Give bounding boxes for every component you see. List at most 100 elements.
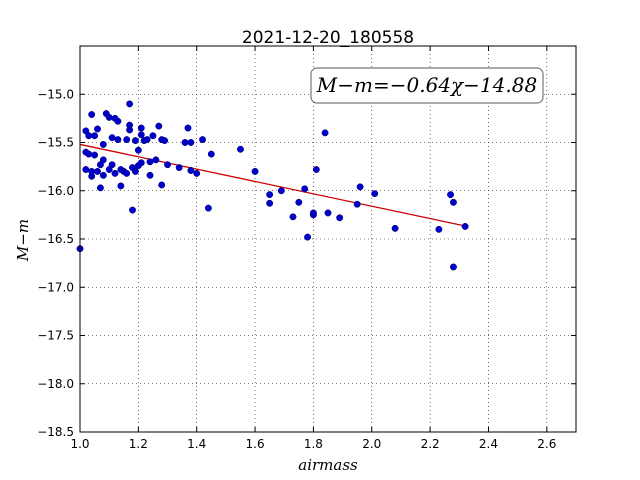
data-point <box>146 171 154 179</box>
chart-title: 2021-12-20_180558 <box>242 28 414 48</box>
data-point <box>114 136 122 144</box>
data-point <box>187 139 195 146</box>
data-point <box>105 113 113 121</box>
data-point <box>91 132 99 140</box>
data-point <box>143 136 151 144</box>
data-point <box>277 187 285 195</box>
x-tick-label: 1.6 <box>246 437 265 451</box>
data-point <box>85 132 93 140</box>
data-point <box>204 204 212 212</box>
data-point <box>123 136 131 144</box>
fit-equation-annotation: M−m=−0.64χ−14.88 <box>316 73 537 97</box>
data-point <box>96 184 104 192</box>
y-tick-label: −17.5 <box>37 329 74 343</box>
data-point <box>450 263 457 271</box>
data-point <box>450 198 457 206</box>
data-point <box>391 224 399 232</box>
data-point <box>193 169 201 177</box>
annotation-box <box>310 67 544 104</box>
data-point <box>324 209 332 217</box>
data-point <box>312 166 320 173</box>
data-point <box>371 190 379 198</box>
data-point <box>187 167 195 174</box>
data-point <box>114 117 122 125</box>
data-point <box>447 191 454 199</box>
x-tick-label: 1.2 <box>129 437 148 451</box>
fit-line-group <box>79 143 466 227</box>
data-point <box>181 139 189 146</box>
data-point <box>137 124 145 132</box>
data-point <box>266 191 274 199</box>
data-point <box>111 169 119 177</box>
data-point <box>237 145 244 153</box>
data-point <box>301 185 309 193</box>
y-tick-label: −15.0 <box>37 87 74 101</box>
data-point <box>161 137 169 145</box>
data-point <box>152 156 160 164</box>
y-tick-label: −18.5 <box>37 425 74 439</box>
data-point <box>88 172 96 180</box>
data-point <box>108 161 116 169</box>
data-point <box>461 223 469 230</box>
x-tick-label: 1.4 <box>187 437 206 451</box>
data-point <box>155 122 163 130</box>
data-point <box>99 171 107 179</box>
data-point <box>295 198 303 206</box>
data-point <box>126 126 134 134</box>
data-point <box>88 111 96 118</box>
data-point <box>304 233 312 241</box>
y-tick-label: −18.0 <box>37 377 74 391</box>
data-point <box>123 169 131 177</box>
x-tick-label: 1.8 <box>304 437 323 451</box>
data-point <box>353 200 361 208</box>
data-point <box>435 225 443 233</box>
x-axis-label: airmass <box>298 456 358 474</box>
y-tick-label: −16.0 <box>37 184 74 198</box>
y-axis-label: M−m <box>14 219 32 262</box>
data-point <box>82 166 90 173</box>
fit-line <box>79 143 466 227</box>
data-point <box>356 183 364 191</box>
data-point <box>134 146 142 154</box>
data-point <box>158 181 166 189</box>
data-point <box>175 164 183 172</box>
data-point <box>99 140 107 148</box>
x-tick-label: 1.0 <box>70 437 89 451</box>
y-tick-label: −17.0 <box>37 280 74 294</box>
data-point <box>129 206 136 214</box>
data-point <box>336 214 344 222</box>
data-point <box>117 182 125 190</box>
data-point <box>85 150 93 158</box>
y-tick-label: −15.5 <box>37 136 74 150</box>
data-point <box>184 124 192 132</box>
axis-ticks <box>79 46 576 433</box>
y-tick-label: −16.5 <box>37 232 74 246</box>
data-point <box>99 156 107 164</box>
y-tick-labels: −15.0 −15.5 −16.0 −16.5 −17.0 −17.5 −18.0 −18.5 <box>37 87 74 439</box>
data-point <box>131 168 139 175</box>
data-point <box>126 100 134 108</box>
data-point <box>321 129 329 137</box>
data-point <box>309 209 317 217</box>
data-point <box>146 158 154 166</box>
data-point <box>137 131 145 139</box>
data-points <box>76 100 469 271</box>
x-tick-labels: 1.0 1.2 1.4 1.6 1.8 2.0 2.2 2.4 2.6 <box>70 437 556 451</box>
data-point <box>164 161 171 169</box>
data-point <box>251 168 259 175</box>
data-point <box>199 136 206 144</box>
data-point <box>108 134 116 142</box>
data-point <box>137 159 145 167</box>
data-point <box>91 151 99 159</box>
data-point <box>266 199 274 207</box>
data-point <box>94 168 101 175</box>
data-point <box>149 132 157 140</box>
x-tick-label: 2.4 <box>479 437 498 451</box>
data-point <box>131 137 139 145</box>
x-tick-label: 2.2 <box>421 437 440 451</box>
x-tick-label: 2.0 <box>362 437 381 451</box>
data-point <box>94 125 101 133</box>
data-point <box>207 150 215 158</box>
x-tick-label: 2.6 <box>537 437 556 451</box>
